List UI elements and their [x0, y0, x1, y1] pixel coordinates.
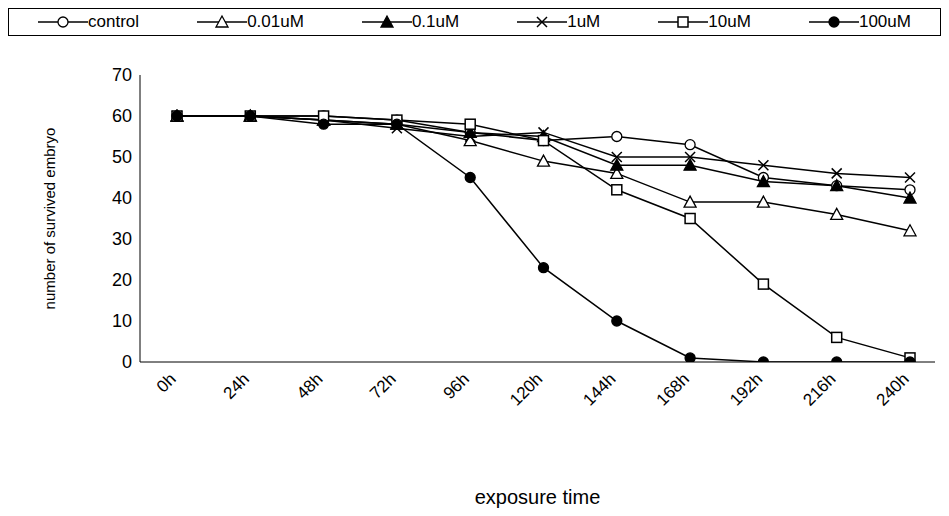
svg-text:48h: 48h — [293, 369, 326, 402]
svg-text:50: 50 — [112, 147, 132, 167]
html-text:10uM: 10uM — [708, 12, 751, 31]
html-text:control: control — [88, 12, 140, 31]
svg-text:240h: 240h — [873, 369, 913, 409]
svg-text:72h: 72h — [366, 369, 399, 402]
svg-text:168h: 168h — [653, 369, 693, 409]
svg-text:96h: 96h — [440, 369, 473, 402]
html-text:0.01uM: 0.01uM — [247, 12, 304, 31]
svg-text:0h: 0h — [153, 369, 180, 396]
svg-text:10: 10 — [112, 311, 132, 331]
html-text:1uM: 1uM — [567, 12, 601, 31]
svg-text:30: 30 — [112, 229, 132, 249]
svg-text:40: 40 — [112, 188, 132, 208]
svg-text:20: 20 — [112, 270, 132, 290]
svg-text:216h: 216h — [799, 369, 839, 409]
svg-text:number of survived embryo: number of survived embryo — [41, 128, 58, 310]
html-text:100uM: 100uM — [858, 12, 911, 31]
svg-text:24h: 24h — [220, 369, 253, 402]
svg-text:144h: 144h — [579, 369, 619, 409]
html-text:0.1uM: 0.1uM — [411, 12, 460, 31]
svg-text:120h: 120h — [506, 369, 546, 409]
svg-text:192h: 192h — [726, 369, 766, 409]
svg-text:0: 0 — [122, 352, 132, 372]
svg-text:60: 60 — [112, 106, 132, 126]
svg-text:exposure time: exposure time — [475, 486, 601, 508]
svg-text:70: 70 — [112, 65, 132, 85]
